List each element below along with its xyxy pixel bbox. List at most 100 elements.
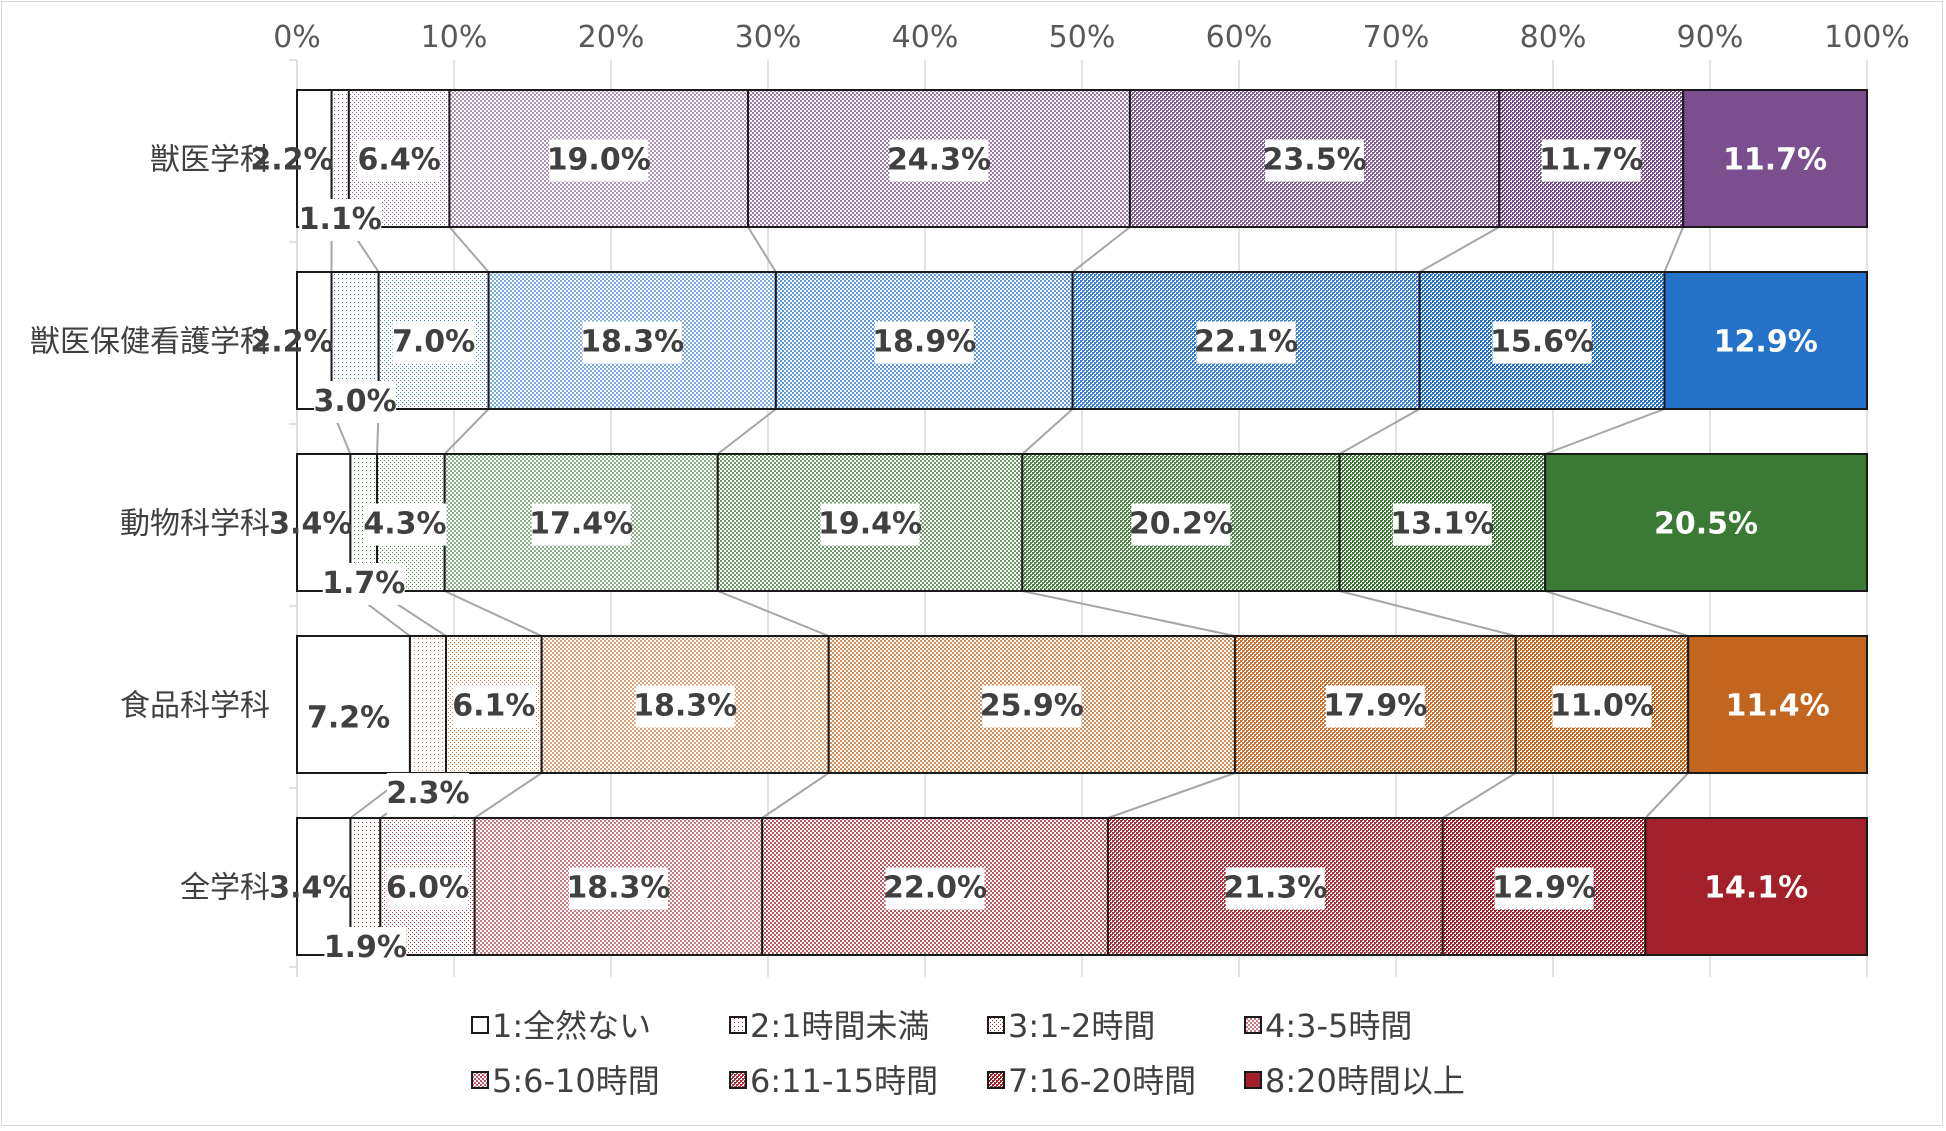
legend-item: 3:1-2時間 [988, 1007, 1155, 1045]
series-connector-line [445, 591, 542, 636]
data-label: 11.7% [1723, 143, 1827, 178]
legend-swatch [988, 1072, 1004, 1088]
series-connector-line [748, 227, 776, 272]
series-connector-line [1545, 591, 1688, 636]
data-label: 17.4% [529, 507, 633, 542]
data-label: 6.4% [358, 143, 441, 178]
category-label: 全学科 [180, 871, 270, 906]
data-label: 19.4% [818, 507, 922, 542]
data-label: 12.9% [1714, 325, 1818, 360]
legend-label: 3:1-2時間 [1008, 1007, 1155, 1045]
series-connector-line [1645, 773, 1688, 818]
data-label: 12.9% [1492, 871, 1596, 906]
series-connector-line [1420, 227, 1500, 272]
series-connector-line [1339, 591, 1515, 636]
x-tick-label: 100% [1824, 20, 1910, 55]
data-label: 1.9% [324, 930, 407, 965]
data-label: 18.3% [566, 871, 670, 906]
data-label: 15.6% [1490, 325, 1594, 360]
x-tick-label: 50% [1049, 20, 1116, 55]
legend: 1:全然ない 2:1時間未満 3:1-2時間 4:3-5時間 5:6-10時間 6:11-… [472, 1007, 1465, 1100]
data-label: 7.2% [307, 701, 390, 736]
x-tick-label: 90% [1677, 20, 1744, 55]
data-label: 18.9% [872, 325, 976, 360]
data-label: 6.0% [386, 871, 469, 906]
data-label: 4.3% [363, 507, 446, 542]
series-connector-line [1545, 409, 1664, 454]
legend-label: 1:全然ない [492, 1007, 651, 1045]
series-connector-line [762, 773, 829, 818]
data-label: 23.5% [1263, 143, 1367, 178]
data-label: 25.9% [980, 689, 1084, 724]
legend-label: 4:3-5時間 [1265, 1007, 1412, 1045]
legend-swatch [730, 1017, 746, 1033]
series-connector-line [1339, 409, 1419, 454]
data-label: 20.2% [1129, 507, 1233, 542]
legend-item: 5:6-10時間 [472, 1062, 660, 1100]
data-label: 22.0% [883, 871, 987, 906]
x-tick-label: 30% [735, 20, 802, 55]
x-tick-label: 10% [421, 20, 488, 55]
data-label: 20.5% [1654, 507, 1758, 542]
series-connector-line [718, 409, 776, 454]
series-connector-line [449, 227, 488, 272]
x-tick-label: 0% [273, 20, 321, 55]
legend-swatch [988, 1017, 1004, 1033]
data-label: 11.4% [1726, 689, 1830, 724]
data-label: 11.7% [1539, 143, 1643, 178]
series-connector-line [718, 591, 829, 636]
legend-item: 6:11-15時間 [730, 1062, 938, 1100]
data-label: 14.1% [1704, 871, 1808, 906]
category-label: 食品科学科 [120, 689, 270, 724]
x-tick-label: 60% [1206, 20, 1273, 55]
data-label: 1.7% [322, 566, 405, 601]
data-label: 19.0% [547, 143, 651, 178]
legend-item: 4:3-5時間 [1245, 1007, 1412, 1045]
series-connector-line [1108, 773, 1235, 818]
legend-label: 6:11-15時間 [750, 1062, 938, 1100]
x-tick-label: 40% [892, 20, 959, 55]
series-connector-line [1443, 773, 1516, 818]
data-label: 21.3% [1223, 871, 1327, 906]
legend-label: 5:6-10時間 [492, 1062, 660, 1100]
legend-label: 8:20時間以上 [1265, 1062, 1465, 1100]
series-connector-line [1664, 227, 1683, 272]
legend-item: 7:16-20時間 [988, 1062, 1196, 1100]
data-label: 13.1% [1390, 507, 1494, 542]
x-tick-label: 70% [1363, 20, 1430, 55]
legend-label: 2:1時間未満 [750, 1007, 930, 1045]
legend-swatch [472, 1017, 488, 1033]
data-label: 1.1% [299, 202, 382, 237]
data-label: 3.0% [313, 384, 396, 419]
data-label: 6.1% [452, 689, 535, 724]
series-connector-line [1073, 227, 1130, 272]
data-label: 24.3% [887, 143, 991, 178]
legend-item: 2:1時間未満 [730, 1007, 930, 1045]
series-connector-line [1022, 591, 1235, 636]
series-connector-line [1022, 409, 1072, 454]
category-label: 獣医学科 [150, 143, 270, 178]
x-axis-ticks: 0% 10% 20% 30% 40% 50% 60% 70% 80% 90% 100% [273, 20, 1910, 55]
data-label: 7.0% [392, 325, 475, 360]
x-tick-label: 80% [1520, 20, 1587, 55]
data-label: 2.3% [386, 776, 469, 811]
data-label: 11.0% [1550, 689, 1654, 724]
legend-item: 8:20時間以上 [1245, 1062, 1465, 1100]
data-label: 18.3% [633, 689, 737, 724]
legend-swatch [472, 1072, 488, 1088]
data-label: 3.4% [269, 871, 352, 906]
bar-segment [410, 636, 446, 773]
data-label: 18.3% [580, 325, 684, 360]
legend-label: 7:16-20時間 [1008, 1062, 1196, 1100]
legend-swatch [730, 1072, 746, 1088]
legend-swatch [1245, 1017, 1261, 1033]
data-label: 3.4% [269, 507, 352, 542]
series-connector-line [475, 773, 542, 818]
data-label: 17.9% [1323, 689, 1427, 724]
series-connector-line [445, 409, 489, 454]
x-tick-label: 20% [578, 20, 645, 55]
category-label: 動物科学科 [120, 507, 270, 542]
